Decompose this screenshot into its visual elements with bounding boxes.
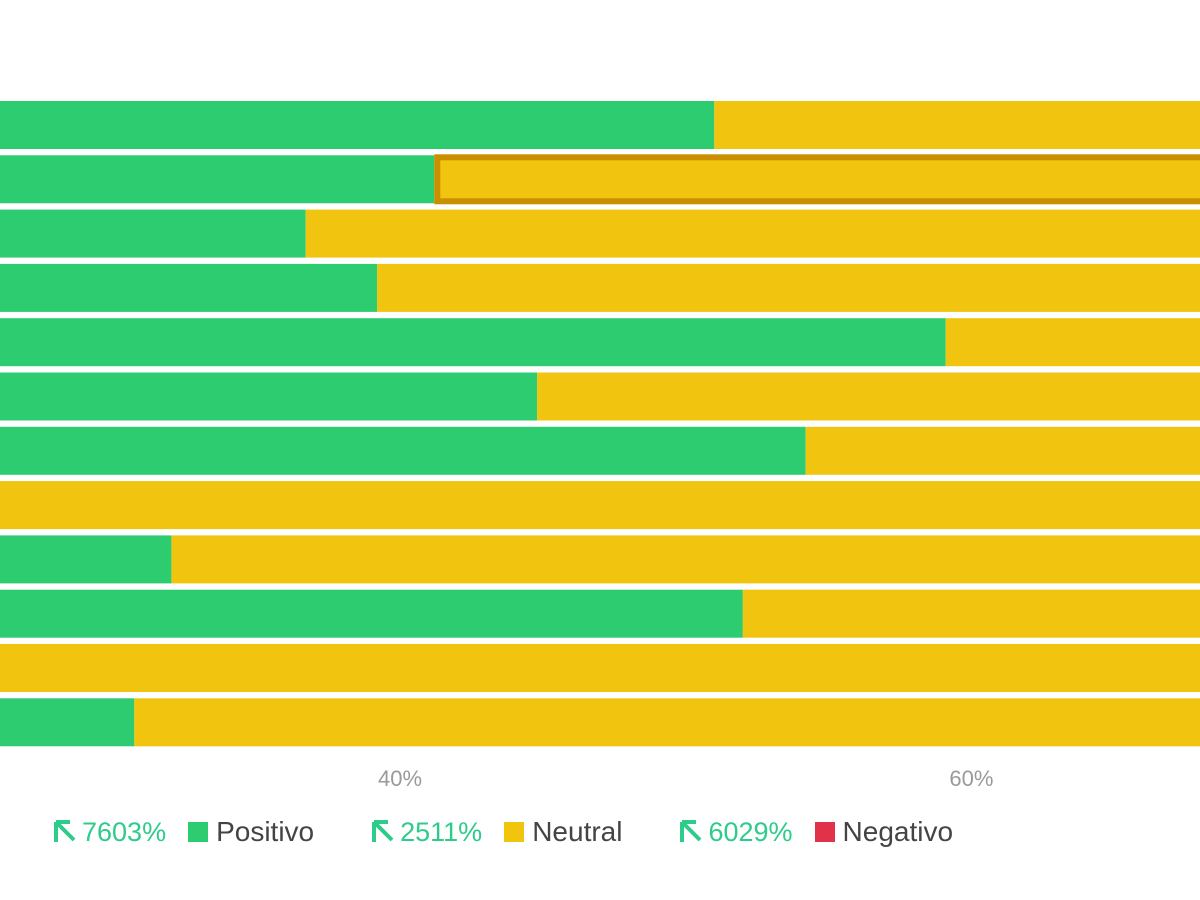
legend-delta-value: 7603% — [82, 816, 167, 847]
bar-segment-neutral[interactable] — [171, 535, 1200, 584]
bar-row: 53.1% — [0, 535, 1200, 584]
bar-segment-positivo[interactable] — [0, 535, 172, 584]
bar-segment-positivo[interactable] — [0, 155, 435, 204]
legend-delta-neutral: 2511% — [368, 817, 482, 848]
bar-segment-positivo[interactable] — [0, 372, 538, 421]
bar-segment-positivo[interactable] — [0, 318, 946, 367]
x-tick-label: 40% — [378, 766, 422, 791]
bar-segment-neutral[interactable] — [805, 426, 1200, 475]
bar-segment-positivo[interactable] — [0, 101, 715, 149]
bar-row: 53.4% — [0, 426, 1200, 475]
bar-row — [0, 372, 1200, 421]
legend-swatch-positivo — [188, 822, 209, 842]
bar-segment-positivo[interactable] — [0, 426, 806, 475]
bar-segment-positivo[interactable] — [0, 263, 378, 312]
bar-segment-neutral[interactable] — [714, 101, 1200, 149]
bar-segment-neutral[interactable] — [305, 209, 1200, 258]
trend-arrow-icon — [680, 820, 702, 842]
legend: 7603% Positivo 2511% Neutral 6029% Negat… — [50, 812, 1007, 852]
trend-arrow-icon — [372, 820, 394, 842]
bar-row: 58.4% — [0, 318, 1200, 367]
bar-segment-positivo[interactable] — [0, 589, 743, 638]
bar-segment-neutral[interactable] — [134, 698, 1200, 747]
bar-row: 76.8% — [0, 644, 1200, 692]
bar-segment-positivo[interactable] — [0, 698, 135, 747]
bar-segment-positivo[interactable] — [0, 209, 306, 258]
legend-label-neutral: Neutral — [532, 816, 623, 847]
bar-segment-neutral[interactable] — [0, 481, 1200, 530]
bar-segment-neutral[interactable] — [434, 155, 1200, 204]
legend-item-neutral[interactable]: 2511% Neutral — [368, 816, 622, 848]
bar-segment-neutral[interactable] — [945, 318, 1200, 367]
legend-delta-negativo: 6029% — [676, 816, 793, 848]
bar-row: 56.8% — [0, 698, 1200, 747]
selected-segment-outline — [434, 154, 1200, 205]
bar-row: 51.8% — [0, 154, 1200, 205]
bar-row: 58.9% — [0, 209, 1200, 258]
bar-row: 53% — [0, 101, 1200, 149]
legend-delta-value: 2511% — [400, 816, 483, 847]
bar-row: 57% — [0, 263, 1200, 312]
legend-swatch-neutral — [504, 822, 525, 842]
legend-item-positivo[interactable]: 7603% Positivo — [50, 816, 314, 848]
x-tick-label: 60% — [949, 766, 993, 791]
bar-segment-neutral[interactable] — [742, 589, 1200, 638]
legend-item-negativo[interactable]: 6029% Negativo — [676, 816, 953, 848]
bar-segment-neutral[interactable] — [377, 263, 1200, 312]
x-axis-ticks: 40% 60% — [378, 766, 993, 791]
legend-swatch-negativo — [814, 822, 835, 842]
bar-area: 53% 51.8%58.9% 57% 58.4% 53.4% 73.8% 53.1% 54.4… — [0, 101, 1200, 747]
trend-arrow-icon — [54, 820, 76, 842]
bar-row: 54.4% — [0, 589, 1200, 638]
bar-segment-neutral[interactable] — [0, 644, 1200, 692]
legend-delta-value: 6029% — [708, 816, 793, 847]
bar-row: 73.8% — [0, 481, 1200, 530]
legend-label-positivo: Positivo — [216, 816, 315, 847]
bar-segment-neutral[interactable] — [537, 372, 1200, 421]
legend-delta-positivo: 7603% — [50, 817, 166, 848]
legend-label-negativo: Negativo — [842, 816, 954, 847]
